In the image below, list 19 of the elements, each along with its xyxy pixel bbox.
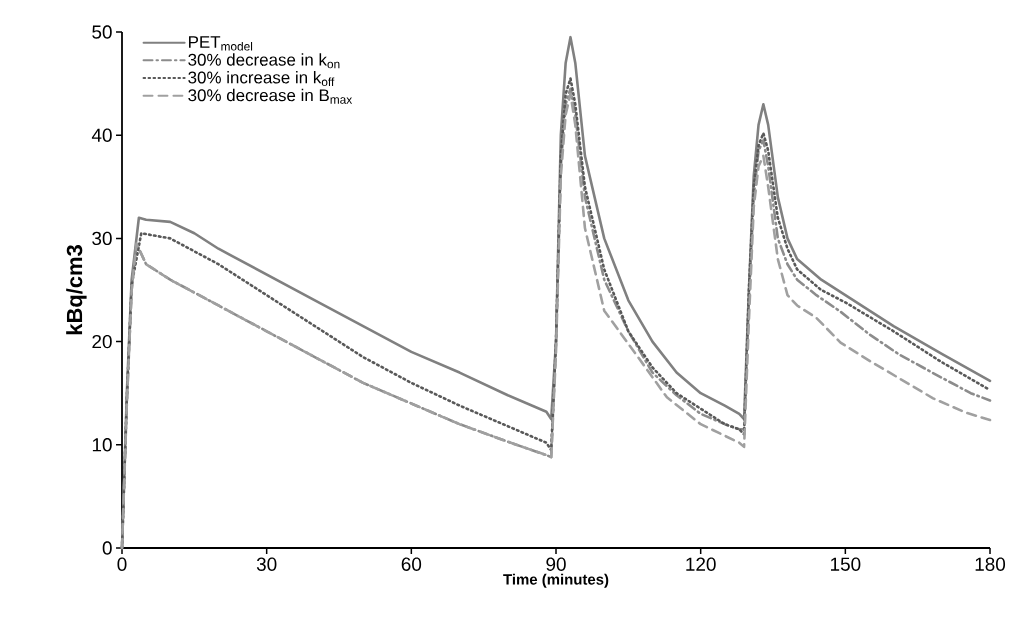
- y-tick-label: 0: [102, 541, 112, 555]
- y-tick-label: 20: [92, 334, 112, 349]
- legend-label: 30% decrease in k$_{on}$: [188, 53, 340, 69]
- y-tick-label: 50: [92, 25, 112, 39]
- x-tick-label: 0: [117, 557, 127, 571]
- x-tick-label: 120: [686, 557, 716, 571]
- y-tick-label: 10: [92, 438, 112, 452]
- x-tick-label: 30: [256, 557, 277, 571]
- x-tick-label: 150: [830, 557, 861, 571]
- legend-label: 30% decrease in B$_{max}$: [188, 88, 353, 104]
- y-tick-label: 40: [91, 128, 112, 142]
- x-axis-title: Time (minutes): [503, 573, 609, 588]
- y-axis-title: kBq/cm3: [66, 245, 87, 335]
- y-tick-label: 30: [92, 231, 112, 246]
- x-tick-label: 90: [546, 557, 566, 571]
- x-tick-label: 180: [975, 557, 1006, 571]
- legend-label: PET$_{model}$: [189, 36, 253, 51]
- x-tick-label: 60: [401, 557, 422, 571]
- legend-label: 30% increase in k$_{off}$: [188, 71, 335, 87]
